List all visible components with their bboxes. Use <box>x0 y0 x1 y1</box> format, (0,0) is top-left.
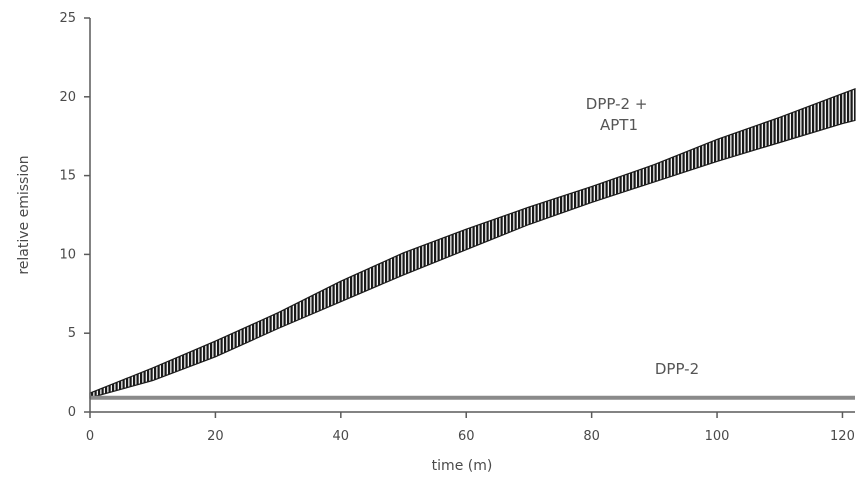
y-axis-ticks: 0 5 10 15 20 25 <box>59 11 90 420</box>
y-tick-label: 5 <box>68 326 76 341</box>
x-tick-label: 20 <box>207 429 224 444</box>
x-tick-label: 40 <box>333 429 350 444</box>
y-axis-title: relative emission <box>16 155 32 274</box>
x-axis-ticks: 0 20 40 60 80 100 120 <box>86 412 855 444</box>
y-tick-label: 10 <box>59 247 76 262</box>
y-tick-label: 20 <box>59 90 76 105</box>
y-tick-label: 0 <box>68 405 76 420</box>
x-tick-label: 80 <box>583 429 600 444</box>
annotation-dpp2: DPP-2 <box>655 360 699 378</box>
x-tick-label: 120 <box>830 429 855 444</box>
series-band-dpp2-apt1 <box>89 88 856 399</box>
x-tick-label: 60 <box>458 429 475 444</box>
y-tick-label: 15 <box>59 169 76 184</box>
x-tick-label: 0 <box>86 429 94 444</box>
x-axis-title: time (m) <box>432 458 493 474</box>
plot-area <box>89 88 856 400</box>
x-tick-label: 100 <box>705 429 730 444</box>
annotation-dpp2-apt1-line2: APT1 <box>600 116 638 134</box>
annotation-dpp2-apt1: DPP-2 + APT1 <box>586 95 652 134</box>
y-tick-label: 25 <box>59 11 76 26</box>
annotation-dpp2-apt1-line1: DPP-2 + <box>586 95 648 113</box>
